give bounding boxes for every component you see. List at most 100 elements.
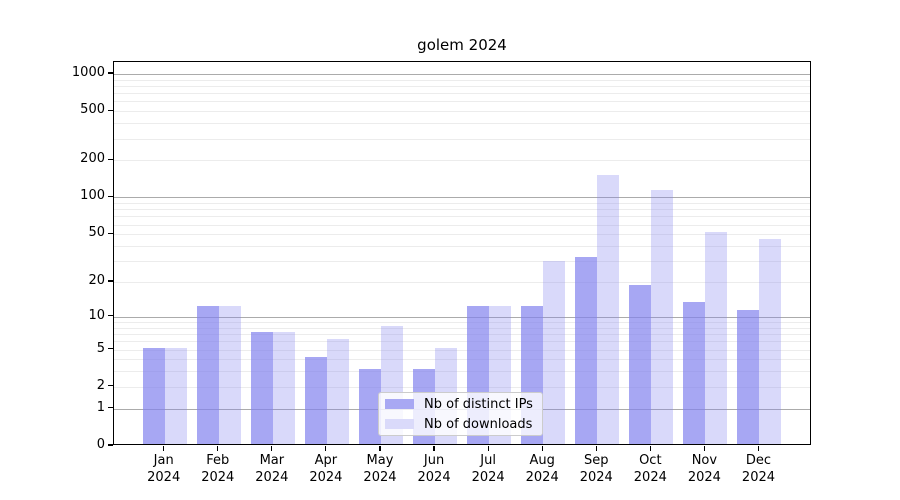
x-tick-jun — [433, 446, 435, 451]
y-tick-label-200: 200 — [80, 151, 105, 167]
bar-downloads-nov — [705, 232, 728, 444]
y-tick-label-2: 2 — [96, 377, 105, 393]
bar-distinct-ips-mar — [250, 332, 273, 444]
gridline-minor-60 — [114, 224, 810, 226]
legend-item-downloads: Nb of downloads — [385, 416, 542, 433]
x-tick-label-sep: Sep 2024 — [579, 453, 613, 485]
gridline-minor-90 — [114, 203, 810, 205]
bar-distinct-ips-sep — [575, 257, 598, 444]
x-tick-nov — [703, 446, 705, 451]
x-tick-label-feb: Feb 2024 — [201, 453, 235, 485]
x-tick-sep — [595, 446, 597, 451]
bar-distinct-ips-may — [358, 369, 381, 444]
x-tick-label-jan: Jan 2024 — [147, 453, 181, 485]
y-tick-label-1: 1 — [96, 399, 105, 415]
legend-swatch-downloads — [385, 419, 414, 429]
gridline-minor-600 — [114, 101, 810, 103]
bar-distinct-ips-feb — [196, 305, 219, 444]
x-tick-apr — [325, 446, 327, 451]
legend-item-distinct-ips: Nb of distinct IPs — [385, 396, 542, 413]
x-tick-jul — [487, 446, 489, 451]
gridline-minor-4 — [114, 359, 810, 361]
y-tick-label-10: 10 — [88, 307, 105, 323]
x-tick-label-may: May 2024 — [363, 453, 397, 485]
gridline-minor-500 — [114, 111, 810, 113]
y-tick-0 — [108, 444, 113, 446]
x-tick-may — [379, 446, 381, 451]
gridline-minor-5 — [114, 349, 810, 351]
x-tick-feb — [217, 446, 219, 451]
gridline-minor-2 — [114, 386, 810, 388]
bar-distinct-ips-apr — [304, 357, 327, 444]
plot-area — [113, 61, 811, 445]
gridline-minor-400 — [114, 123, 810, 125]
y-tick-100 — [108, 195, 113, 198]
y-tick-5 — [108, 347, 113, 350]
gridline-minor-40 — [114, 246, 810, 247]
y-tick-200 — [108, 158, 113, 160]
y-tick-500 — [108, 109, 113, 111]
y-tick-1000 — [108, 72, 113, 74]
gridline-minor-3 — [114, 371, 810, 373]
y-tick-label-5: 5 — [96, 340, 105, 356]
gridline-minor-50 — [114, 234, 810, 236]
x-tick-oct — [649, 446, 651, 451]
x-tick-mar — [271, 446, 273, 451]
bar-distinct-ips-dec — [737, 310, 760, 444]
gridline-major-10 — [114, 316, 810, 318]
gridline-minor-80 — [114, 209, 810, 211]
bar-downloads-feb — [218, 305, 241, 444]
gridline-minor-700 — [114, 93, 810, 95]
bar-downloads-jan — [164, 347, 187, 444]
gridline-major-1000 — [114, 73, 810, 75]
legend: Nb of distinct IPs Nb of downloads — [378, 392, 543, 436]
y-tick-2 — [108, 385, 113, 387]
y-tick-1 — [108, 407, 113, 409]
y-tick-10 — [108, 315, 113, 317]
gridline-minor-9 — [114, 322, 810, 323]
gridline-minor-6 — [114, 341, 810, 343]
x-tick-label-jul: Jul 2024 — [471, 453, 505, 485]
x-tick-label-mar: Mar 2024 — [255, 453, 289, 485]
bar-downloads-oct — [651, 189, 674, 444]
y-tick-label-500: 500 — [80, 102, 105, 118]
gridline-minor-70 — [114, 216, 810, 218]
bar-downloads-aug — [543, 260, 566, 444]
chart-title: golem 2024 — [417, 36, 507, 54]
bar-downloads-apr — [326, 339, 349, 444]
bar-distinct-ips-jan — [142, 347, 165, 444]
gridline-minor-300 — [114, 138, 810, 140]
y-tick-50 — [108, 232, 113, 234]
y-tick-20 — [108, 280, 113, 282]
legend-label-distinct-ips: Nb of distinct IPs — [424, 396, 533, 412]
y-tick-label-50: 50 — [88, 225, 105, 241]
x-tick-jan — [163, 446, 165, 451]
x-tick-label-oct: Oct 2024 — [633, 453, 667, 485]
legend-swatch-distinct-ips — [385, 399, 414, 409]
x-tick-label-aug: Aug 2024 — [525, 453, 559, 485]
bar-distinct-ips-nov — [683, 301, 706, 444]
x-tick-label-dec: Dec 2024 — [741, 453, 776, 485]
y-tick-label-100: 100 — [80, 188, 105, 204]
bar-downloads-dec — [759, 239, 782, 444]
gridline-minor-900 — [114, 79, 810, 81]
bar-downloads-sep — [597, 175, 620, 444]
x-tick-dec — [757, 446, 760, 451]
gridline-minor-8 — [114, 327, 810, 329]
gridline-major-100 — [114, 197, 810, 199]
x-tick-label-apr: Apr 2024 — [309, 453, 343, 485]
y-tick-label-0: 0 — [96, 437, 105, 452]
gridline-minor-200 — [114, 160, 810, 162]
x-tick-label-nov: Nov 2024 — [687, 453, 721, 485]
gridline-minor-20 — [114, 282, 810, 284]
y-tick-label-20: 20 — [88, 273, 105, 289]
legend-label-downloads: Nb of downloads — [424, 416, 533, 432]
x-tick-aug — [541, 446, 543, 451]
gridline-minor-800 — [114, 85, 810, 87]
bar-downloads-mar — [272, 332, 295, 444]
x-tick-label-jun: Jun 2024 — [417, 453, 451, 485]
gridline-minor-7 — [114, 334, 810, 336]
gridline-minor-30 — [114, 261, 810, 263]
bar-distinct-ips-oct — [629, 285, 652, 444]
